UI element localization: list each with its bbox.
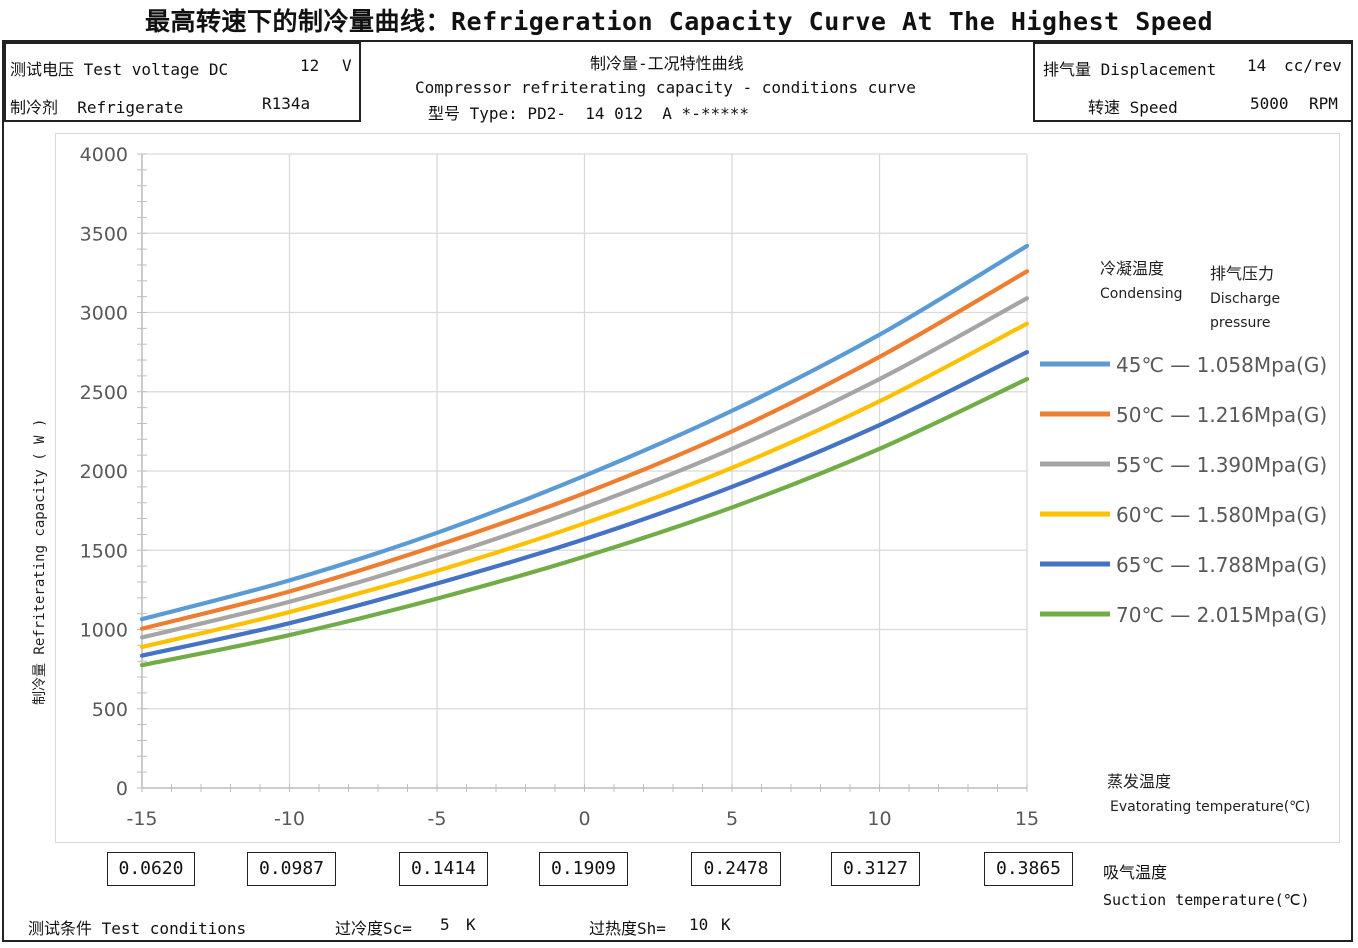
y-tick-label: 1000 — [80, 620, 128, 642]
test-conditions-label: 测试条件 Test conditions — [28, 919, 247, 938]
suction-value-box: 0.3865 — [984, 852, 1073, 886]
chart-title-cn: 制冷量-工况特性曲线 — [590, 54, 744, 73]
legend-label: 55℃ — 1.390Mpa(G) — [1116, 453, 1327, 477]
superheat-value: 10 — [689, 915, 709, 934]
superheat-unit: K — [721, 915, 731, 934]
y-tick-label: 0 — [116, 778, 128, 800]
series-line — [139, 376, 1030, 668]
suction-value-box: 0.0987 — [247, 852, 336, 886]
legend-label: 50℃ — 1.216Mpa(G) — [1116, 403, 1327, 427]
suction-value-box: 0.2478 — [691, 852, 781, 886]
subcool-unit: K — [466, 915, 476, 934]
x-axis-label-cn: 蒸发温度 — [1107, 772, 1171, 791]
legend-label: 60℃ — 1.580Mpa(G) — [1116, 503, 1327, 527]
legend-condensing-cn: 冷凝温度 — [1100, 259, 1164, 278]
voltage-label: 测试电压 Test voltage DC — [10, 60, 229, 79]
model-type: 型号 Type: PD2- 14 012 A *-***** — [428, 104, 749, 123]
series-line — [139, 269, 1030, 631]
y-tick-label: 2500 — [80, 382, 128, 404]
legend-label: 65℃ — 1.788Mpa(G) — [1116, 553, 1327, 577]
suction-label-en: Suction temperature(℃) — [1103, 891, 1310, 909]
speed-unit: RPM — [1309, 94, 1338, 113]
suction-value-box: 0.1909 — [539, 852, 628, 886]
y-tick-label: 4000 — [80, 144, 128, 166]
legend-label: 70℃ — 2.015Mpa(G) — [1116, 603, 1327, 627]
series-line — [139, 296, 1030, 640]
y-tick-label: 2000 — [80, 461, 128, 483]
legend-discharge-cn: 排气压力 — [1210, 264, 1274, 283]
y-tick-label: 3000 — [80, 303, 128, 325]
series-line — [139, 243, 1030, 622]
x-tick-label: -15 — [126, 808, 157, 830]
subcool-value: 5 — [440, 915, 450, 934]
displacement-unit: cc/rev — [1284, 56, 1342, 75]
displacement-value: 14 — [1247, 56, 1267, 75]
x-tick-label: 5 — [726, 808, 738, 830]
legend-label: 45℃ — 1.058Mpa(G) — [1116, 353, 1327, 377]
suction-value-box: 0.0620 — [107, 852, 195, 886]
x-tick-label: 10 — [867, 808, 891, 830]
y-axis-label: 制冷量 Refriterating capacity ( W ) — [32, 419, 48, 705]
x-tick-label: -10 — [274, 808, 305, 830]
legend-condensing-en: Condensing — [1100, 286, 1183, 302]
legend-discharge-en-2: pressure — [1210, 315, 1270, 331]
suction-value-box: 0.3127 — [831, 852, 920, 886]
voltage-unit: V — [342, 56, 352, 75]
displacement-box — [1033, 42, 1353, 122]
speed-value: 5000 — [1250, 94, 1289, 113]
suction-label-cn: 吸气温度 — [1103, 863, 1168, 882]
chart-title-en: Compressor refriterating capacity - cond… — [415, 78, 916, 97]
subcool-label: 过冷度Sc= — [335, 919, 412, 938]
suction-value-box: 0.1414 — [399, 852, 488, 886]
voltage-value: 12 — [300, 56, 320, 75]
series-line — [139, 321, 1030, 650]
test-voltage-box — [4, 42, 361, 122]
x-tick-label: -5 — [428, 808, 447, 830]
superheat-label: 过热度Sh= — [589, 919, 666, 938]
displacement-label: 排气量 Displacement — [1043, 60, 1217, 79]
y-tick-label: 3500 — [80, 223, 128, 245]
speed-label: 转速 Speed — [1088, 98, 1178, 117]
x-axis-label-en: Evatorating temperature(℃) — [1110, 799, 1310, 815]
page-title: 最高转速下的制冷量曲线：Refrigeration Capacity Curve… — [144, 7, 1213, 36]
x-tick-label: 0 — [578, 808, 590, 830]
refrigerant-label: 制冷剂 Refrigerate — [10, 98, 184, 117]
y-tick-label: 500 — [92, 699, 128, 721]
chart-area — [55, 133, 1340, 843]
series-line — [139, 350, 1030, 658]
legend-discharge-en-1: Discharge — [1210, 291, 1280, 307]
x-tick-label: 15 — [1015, 808, 1039, 830]
outer-frame — [2, 40, 1353, 942]
y-tick-label: 1500 — [80, 540, 128, 562]
refrigerant-value: R134a — [262, 94, 311, 113]
